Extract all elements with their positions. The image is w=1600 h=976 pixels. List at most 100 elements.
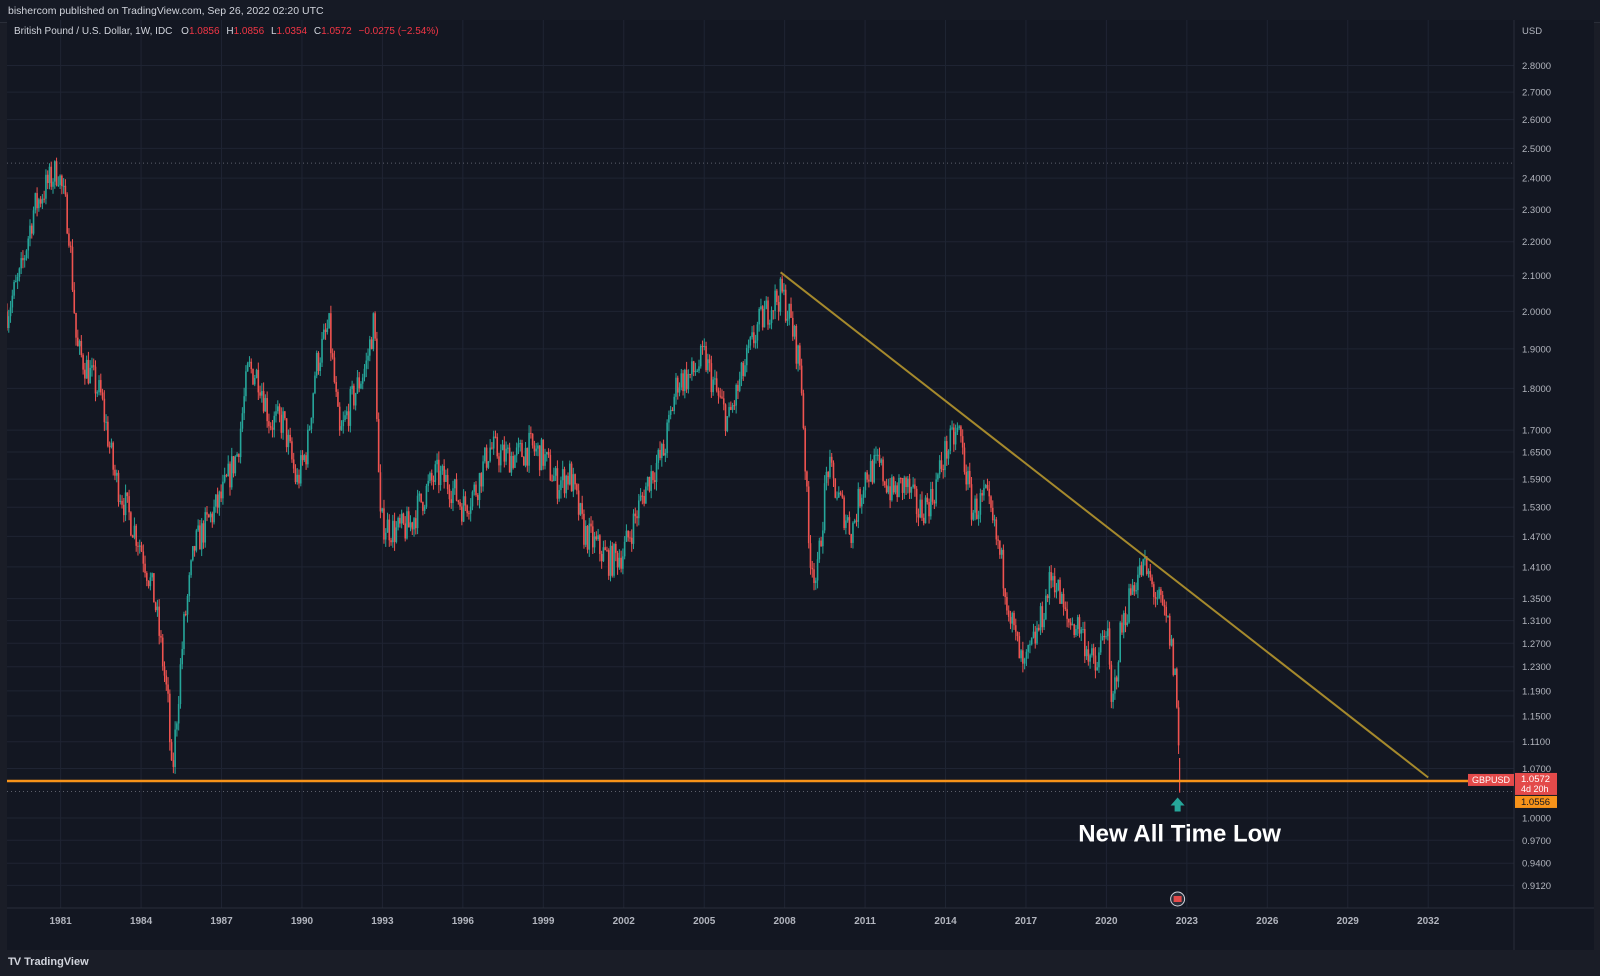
candle-body <box>308 429 311 431</box>
candle-body <box>39 199 42 204</box>
candle-body <box>967 470 969 485</box>
candle-body <box>7 316 10 329</box>
candle-body <box>816 559 819 581</box>
candle-body <box>533 445 536 452</box>
candle-body <box>907 478 909 488</box>
chart-area[interactable]: New All Time Low USD 2.8000 2.7000 2.6000 2.5… <box>7 20 1594 950</box>
candle-body <box>1101 635 1104 641</box>
tradingview-brand[interactable]: TV TradingView <box>8 956 89 968</box>
candle-body <box>1147 571 1150 574</box>
candle-body <box>942 468 945 471</box>
candle-body <box>485 447 488 468</box>
candle-body <box>473 484 476 492</box>
candle-body <box>413 518 415 530</box>
candle-body <box>1161 594 1164 606</box>
candle-body <box>841 494 844 498</box>
candle-body <box>678 387 681 393</box>
candle-body <box>1060 593 1063 604</box>
candle-body <box>641 495 644 497</box>
candle-body <box>46 174 49 184</box>
candle-body <box>1080 629 1083 634</box>
candle-body <box>802 393 805 429</box>
candle-body <box>207 514 210 518</box>
candle-body <box>843 497 845 528</box>
candle-body <box>623 541 626 557</box>
price-chart[interactable]: New All Time Low USD 2.8000 2.7000 2.6000 2.5… <box>7 20 1594 950</box>
candle-body <box>34 193 37 211</box>
candle-body <box>684 369 686 392</box>
symbol-name[interactable]: British Pound / U.S. Dollar, 1W, IDC <box>14 26 173 37</box>
candle-body <box>457 500 460 503</box>
candle-body <box>1018 636 1021 659</box>
time-tick-label: 1996 <box>452 916 475 927</box>
candle-body <box>560 480 562 491</box>
candle-body <box>133 525 136 538</box>
candle-body <box>818 540 821 560</box>
candle-body <box>701 345 704 347</box>
candle-body <box>597 535 599 540</box>
candle-body <box>36 193 38 209</box>
candle-body <box>170 742 173 761</box>
candle-body <box>218 491 221 508</box>
candle-body <box>1078 617 1081 634</box>
candle-body <box>652 471 654 481</box>
candle-body <box>101 392 104 399</box>
candle-body <box>868 479 870 482</box>
candle-body <box>604 547 606 551</box>
candle-body <box>632 513 635 544</box>
time-tick-label: 2026 <box>1256 916 1279 927</box>
candle-body <box>825 471 828 484</box>
candle-body <box>522 456 525 466</box>
candle-body <box>94 366 97 394</box>
candle-body <box>1142 559 1145 576</box>
candle-body <box>799 345 801 366</box>
candle-body <box>638 500 640 519</box>
candle-body <box>156 606 159 611</box>
close-label: C <box>313 26 322 37</box>
candle-body <box>361 377 364 384</box>
candle-body <box>896 485 899 498</box>
candle-body <box>1135 590 1137 592</box>
candle-body <box>446 474 449 490</box>
candle-body <box>96 392 99 394</box>
candle-body <box>200 523 203 550</box>
candle-body <box>140 545 143 552</box>
candle-body <box>52 181 54 187</box>
candle-body <box>813 569 815 584</box>
candle-body <box>138 545 141 547</box>
candle-body <box>988 488 991 497</box>
candle-body <box>694 371 697 373</box>
candle-body <box>733 405 736 407</box>
candle-body <box>377 419 380 473</box>
candle-body <box>676 377 679 393</box>
candle-body <box>839 492 842 495</box>
candle-body <box>238 454 240 458</box>
candle-body <box>616 552 619 568</box>
candle-body <box>268 421 270 427</box>
candle-body <box>471 491 474 507</box>
candle-body <box>397 517 399 528</box>
candle-body <box>661 443 663 459</box>
descending-trendline[interactable] <box>779 271 1429 779</box>
close-value: 1.0572 <box>321 26 352 37</box>
candle-body <box>324 329 327 333</box>
candle-body <box>73 289 76 313</box>
candle-body <box>581 503 583 514</box>
candle-body <box>832 462 835 479</box>
price-tick-label: 1.0700 <box>1522 764 1551 775</box>
time-tick-label: 1984 <box>130 916 153 927</box>
candle-body <box>882 459 884 482</box>
candle-body <box>922 517 925 524</box>
candle-body <box>356 377 359 394</box>
candle-body <box>1158 589 1160 599</box>
candle-body <box>845 520 847 528</box>
candle-body <box>542 439 545 466</box>
candle-body <box>330 313 332 354</box>
price-tick-label: 0.9120 <box>1522 881 1551 892</box>
candle-body <box>358 377 360 389</box>
candle-body <box>298 474 300 484</box>
price-tick-label: 0.9400 <box>1522 859 1551 870</box>
last-price-label: 1.0572 <box>1521 774 1550 785</box>
candle-body <box>738 379 741 391</box>
candle-body <box>215 494 217 507</box>
